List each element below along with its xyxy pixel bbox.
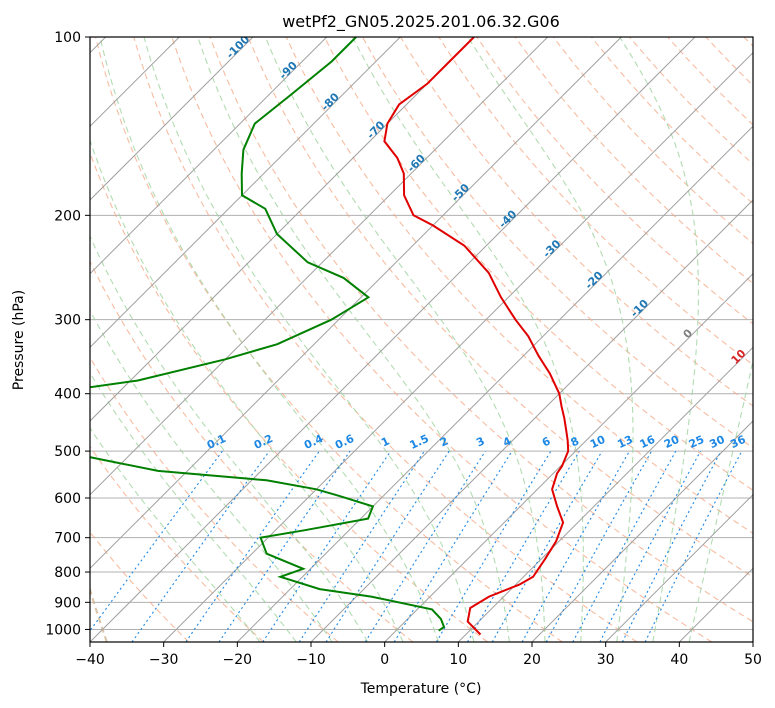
dewpoint-profile-line bbox=[90, 37, 446, 632]
mixing-ratio-line bbox=[364, 450, 486, 642]
y-tick-label: 700 bbox=[54, 531, 81, 547]
mixing-ratio-line bbox=[131, 450, 270, 642]
moist-adiabat-line bbox=[264, 37, 546, 642]
mixing-ratio-line bbox=[90, 450, 223, 632]
y-tick-label: 800 bbox=[54, 565, 81, 581]
pressure-gridlines bbox=[90, 37, 753, 630]
mixing-ratio-lines bbox=[90, 450, 743, 642]
mixing-ratio-label: 16 bbox=[638, 433, 658, 451]
mixing-ratio-line bbox=[572, 450, 677, 642]
mixing-ratio-line bbox=[521, 450, 630, 642]
mixing-ratio-line bbox=[393, 450, 513, 642]
mixing-ratio-label: 20 bbox=[662, 433, 682, 451]
dry-adiabat-line bbox=[514, 37, 753, 285]
moist-adiabats bbox=[90, 37, 753, 642]
x-tick-label: 50 bbox=[744, 652, 762, 668]
isotherm-line bbox=[90, 37, 328, 275]
moist-adiabat-line bbox=[688, 357, 753, 642]
dry-adiabat-line bbox=[247, 37, 753, 578]
mixing-ratio-line bbox=[599, 450, 701, 642]
sounding-profiles bbox=[90, 37, 570, 636]
dry-adiabat-line bbox=[171, 37, 712, 642]
mixing-ratio-label: 13 bbox=[615, 433, 634, 451]
y-tick-label: 100 bbox=[54, 30, 81, 46]
dry-adiabat-line bbox=[90, 445, 264, 642]
dry-adiabat-line bbox=[285, 37, 753, 535]
dry-adiabat-line bbox=[90, 260, 414, 642]
moist-adiabat-line bbox=[90, 371, 297, 642]
moist-adiabat-line bbox=[619, 37, 699, 642]
moist-adiabat-line bbox=[143, 37, 475, 642]
moist-adiabat-line bbox=[352, 37, 584, 642]
x-tick-label: −30 bbox=[149, 652, 179, 668]
isotherm-line bbox=[605, 493, 753, 642]
mixing-ratio-line bbox=[435, 450, 552, 642]
x-tick-label: 40 bbox=[670, 652, 688, 668]
skewed-isotherms bbox=[90, 37, 753, 642]
dry-adiabat-line bbox=[133, 37, 638, 642]
dry-adiabat-line bbox=[94, 37, 563, 642]
x-axis-label: Temperature (°C) bbox=[360, 681, 482, 697]
y-axis-ticks: 100 200 300 400 500 600 700 800 900 1000 bbox=[45, 30, 90, 638]
isotherm-line bbox=[531, 420, 753, 642]
x-axis-ticks: −40 −30 −20 −10 0 10 20 30 40 50 bbox=[75, 642, 762, 668]
y-tick-label: 1000 bbox=[45, 622, 81, 638]
dry-adiabat-line bbox=[476, 37, 753, 325]
y-tick-label: 600 bbox=[54, 491, 81, 507]
mixing-ratio-label: 10 bbox=[588, 433, 608, 451]
y-tick-label: 300 bbox=[54, 313, 81, 329]
chart-title: wetPf2_GN05.2025.201.06.32.G06 bbox=[282, 12, 560, 32]
moist-adiabat-line bbox=[99, 37, 440, 642]
isotherm-line bbox=[236, 125, 753, 642]
y-axis-label: Pressure (hPa) bbox=[11, 290, 27, 390]
mixing-ratio-line bbox=[298, 450, 425, 642]
x-tick-label: 10 bbox=[449, 652, 467, 668]
mixing-ratio-line bbox=[185, 450, 320, 642]
isotherm-line bbox=[384, 272, 753, 642]
plot-area: 0.1 0.2 0.4 0.6 1 1.5 2 3 4 6 8 10 13 16 20 25 30 36-100-… bbox=[90, 37, 753, 642]
mixing-ratio-line bbox=[621, 450, 722, 642]
plot-frame bbox=[89, 36, 754, 643]
isotherm-line bbox=[90, 37, 475, 422]
isotherm-line bbox=[90, 37, 696, 642]
moist-adiabat-line bbox=[90, 309, 333, 642]
dry-adiabat-line bbox=[209, 37, 753, 623]
mixing-ratio-label: 36 bbox=[728, 433, 748, 451]
mixing-ratio-label: 25 bbox=[687, 433, 706, 451]
moist-adiabat-line bbox=[197, 37, 510, 642]
temperature-profile-line bbox=[383, 37, 570, 636]
y-tick-label: 400 bbox=[54, 387, 81, 403]
isotherm-line bbox=[310, 199, 753, 642]
y-tick-label: 500 bbox=[54, 444, 81, 460]
x-tick-label: 30 bbox=[597, 652, 615, 668]
isotherm-line bbox=[163, 51, 753, 642]
mixing-ratio-line bbox=[545, 450, 653, 642]
x-tick-label: −40 bbox=[75, 652, 105, 668]
isotherm-line bbox=[90, 37, 622, 570]
x-tick-label: −10 bbox=[296, 652, 326, 668]
x-tick-label: 0 bbox=[380, 652, 389, 668]
isotherm-line bbox=[90, 37, 401, 349]
dry-adiabat-line bbox=[323, 37, 753, 491]
x-tick-label: −20 bbox=[223, 652, 253, 668]
isotherm-line bbox=[457, 346, 753, 642]
isotherm-line bbox=[90, 37, 549, 496]
moist-adiabat-line bbox=[90, 235, 369, 642]
moist-adiabat-line bbox=[90, 427, 261, 642]
tan-dashed-curve bbox=[90, 585, 108, 642]
isotherm-line bbox=[90, 37, 254, 201]
mixing-ratio-line bbox=[325, 450, 450, 642]
mixing-ratio-label: 30 bbox=[707, 433, 727, 451]
y-tick-label: 900 bbox=[54, 595, 81, 611]
y-tick-label: 200 bbox=[54, 208, 81, 224]
mixing-ratio-line bbox=[491, 450, 603, 642]
mixing-ratio-line bbox=[644, 450, 743, 642]
x-tick-label: 20 bbox=[523, 652, 541, 668]
